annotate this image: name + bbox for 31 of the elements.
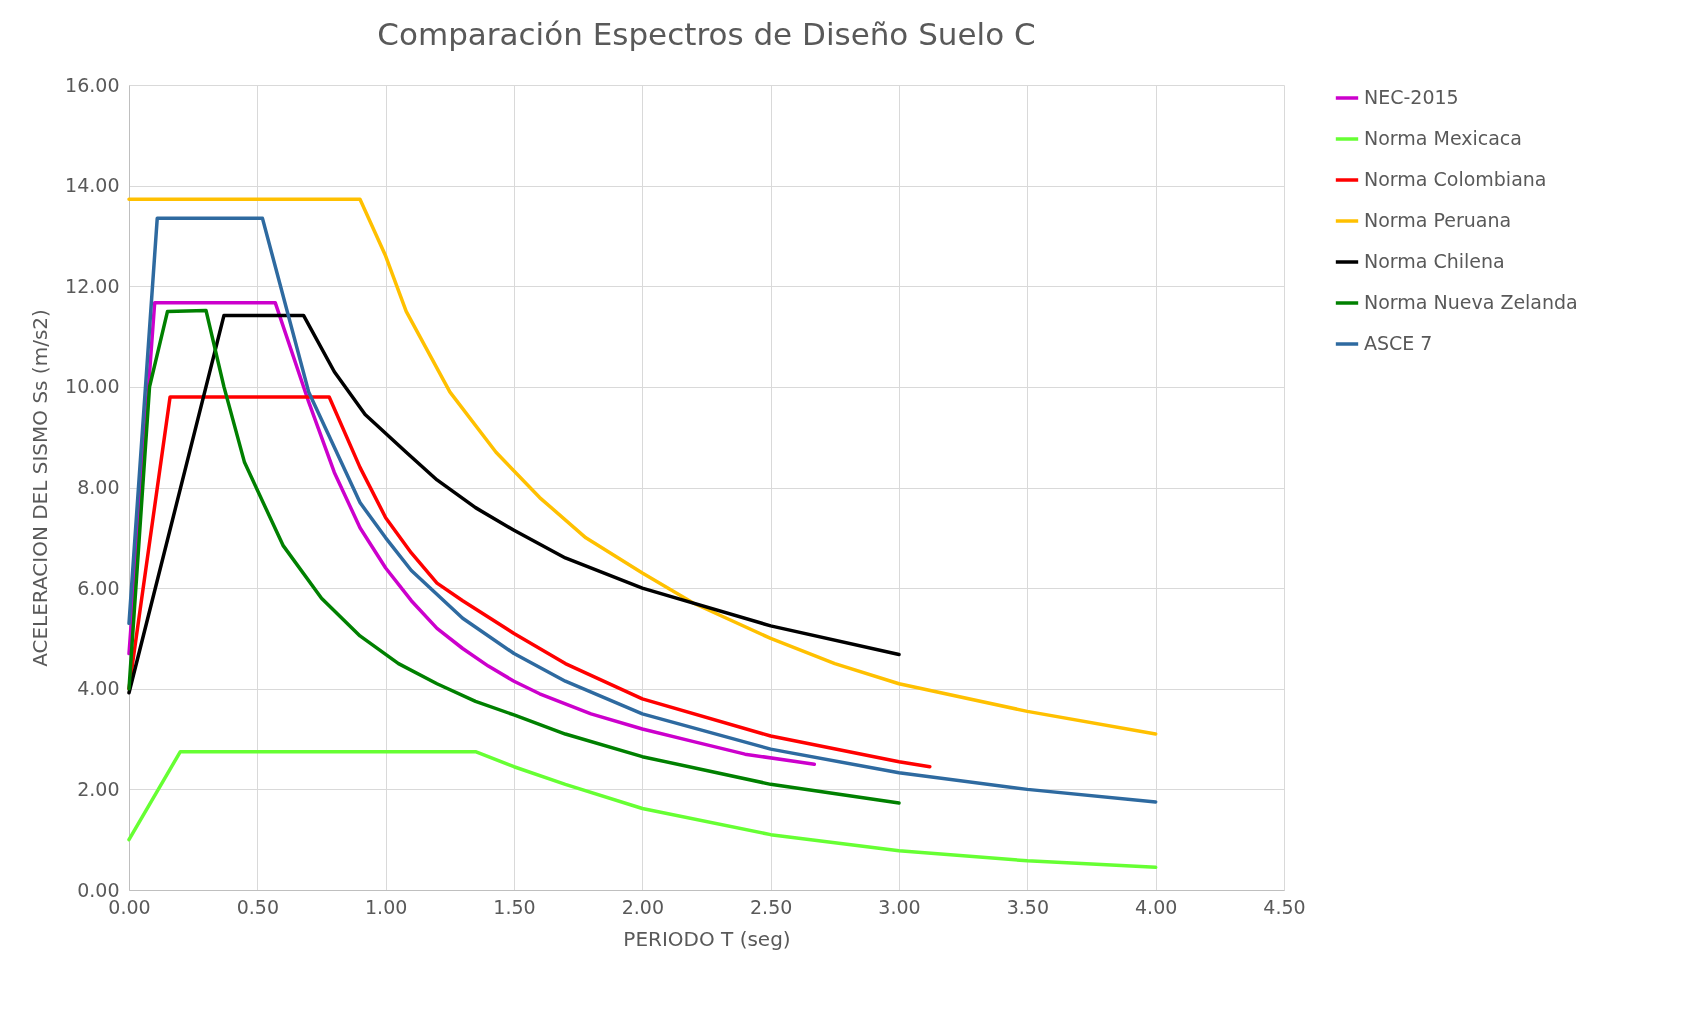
line-series [127, 313, 901, 695]
y-tick-label: 4.00 [77, 677, 120, 700]
line-series [127, 308, 901, 805]
x-tick-label: 4.00 [1135, 895, 1178, 918]
x-tick-label: 3.00 [878, 895, 921, 918]
legend-label: NEC-2015 [1364, 86, 1459, 108]
y-tick-label: 8.00 [77, 476, 120, 498]
legend-label: Norma Peruana [1364, 209, 1512, 231]
x-tick-label: 1.50 [493, 895, 536, 918]
y-tick-label: 6.00 [77, 576, 120, 599]
x-tick-label: 2.00 [621, 895, 664, 918]
legend-label: Norma Chilena [1364, 250, 1505, 272]
x-tick-label: 3.50 [1006, 895, 1049, 918]
y-tick-label: 2.00 [77, 777, 120, 800]
line-series [127, 749, 1158, 870]
y-tick-label: 10.00 [65, 375, 120, 398]
legend-label: ASCE 7 [1364, 332, 1433, 354]
legend-label: Norma Mexicaca [1364, 127, 1522, 149]
y-tick-label: 14.00 [65, 174, 120, 197]
x-tick-label: 4.50 [1263, 895, 1306, 918]
y-tick-label: 0.00 [77, 878, 120, 901]
y-tick-label: 16.00 [65, 73, 120, 96]
x-tick-label: 0.50 [236, 895, 279, 918]
legend-label: Norma Nueva Zelanda [1364, 291, 1578, 313]
x-tick-label: 1.00 [365, 895, 408, 918]
x-tick-label: 2.50 [750, 895, 793, 918]
y-tick-label: 12.00 [65, 274, 120, 297]
chart-title: Comparación Espectros de Diseño Suelo C [377, 16, 1036, 52]
legend-label: Norma Colombiana [1364, 168, 1547, 190]
x-axis-title: PERIODO T (seg) [623, 926, 791, 951]
y-axis-title: ACELERACION DEL SISMO Ss (m/s2) [28, 309, 53, 667]
